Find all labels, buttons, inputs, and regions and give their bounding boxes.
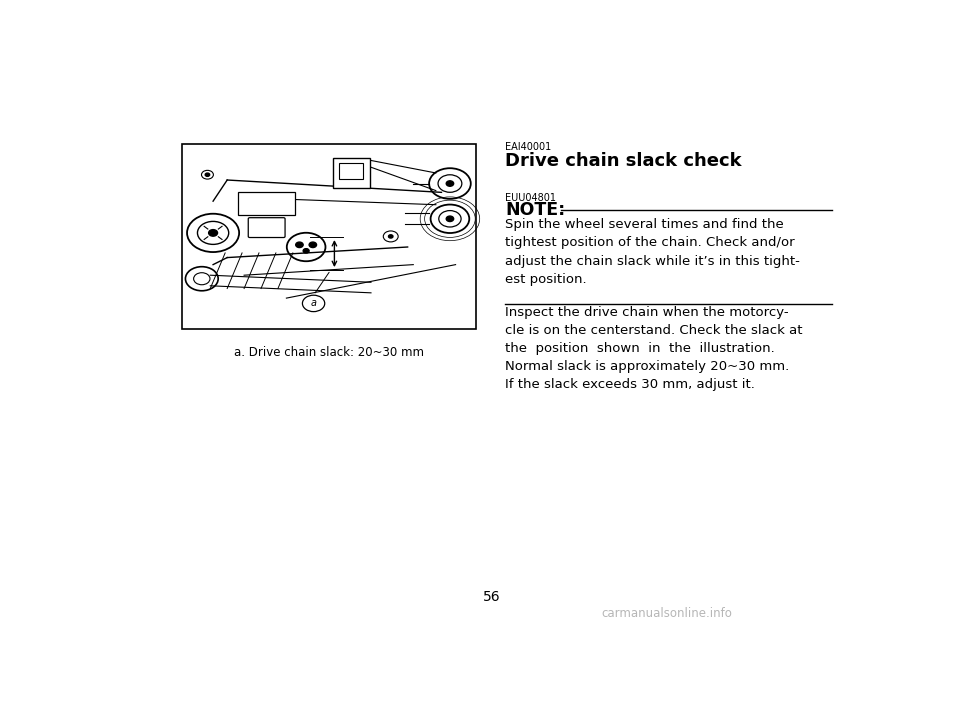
Text: Normal slack is approximately 20~30 mm.: Normal slack is approximately 20~30 mm. — [505, 360, 790, 373]
Text: a. Drive chain slack: 20~30 mm: a. Drive chain slack: 20~30 mm — [233, 346, 423, 359]
Circle shape — [389, 235, 393, 238]
Circle shape — [446, 216, 454, 222]
Bar — [181, 144, 475, 329]
Bar — [238, 193, 295, 215]
Text: cle is on the centerstand. Check the slack at: cle is on the centerstand. Check the sla… — [505, 324, 803, 337]
Text: EUU04801: EUU04801 — [505, 193, 557, 203]
Circle shape — [205, 173, 209, 176]
Bar — [339, 163, 363, 179]
Text: Inspect the drive chain when the motorcy-: Inspect the drive chain when the motorcy… — [505, 306, 789, 319]
Text: the  position  shown  in  the  illustration.: the position shown in the illustration. — [505, 342, 775, 356]
Text: tightest position of the chain. Check and/or: tightest position of the chain. Check an… — [505, 237, 795, 250]
Text: EAI40001: EAI40001 — [505, 142, 552, 152]
Text: Spin the wheel several times and find the: Spin the wheel several times and find th… — [505, 218, 784, 231]
Circle shape — [446, 181, 454, 186]
FancyBboxPatch shape — [249, 218, 285, 237]
Text: carmanualsonline.info: carmanualsonline.info — [601, 607, 732, 620]
Circle shape — [309, 242, 317, 247]
Text: NOTE:: NOTE: — [505, 201, 565, 219]
Text: If the slack exceeds 30 mm, adjust it.: If the slack exceeds 30 mm, adjust it. — [505, 378, 756, 391]
Bar — [333, 158, 370, 188]
Text: adjust the chain slack while it’s in this tight-: adjust the chain slack while it’s in thi… — [505, 255, 801, 267]
Circle shape — [296, 242, 303, 247]
Text: est position.: est position. — [505, 272, 587, 286]
Circle shape — [303, 249, 309, 253]
Text: 56: 56 — [483, 590, 501, 604]
Circle shape — [208, 230, 218, 236]
Text: Drive chain slack check: Drive chain slack check — [505, 152, 742, 170]
Text: a: a — [311, 299, 317, 309]
